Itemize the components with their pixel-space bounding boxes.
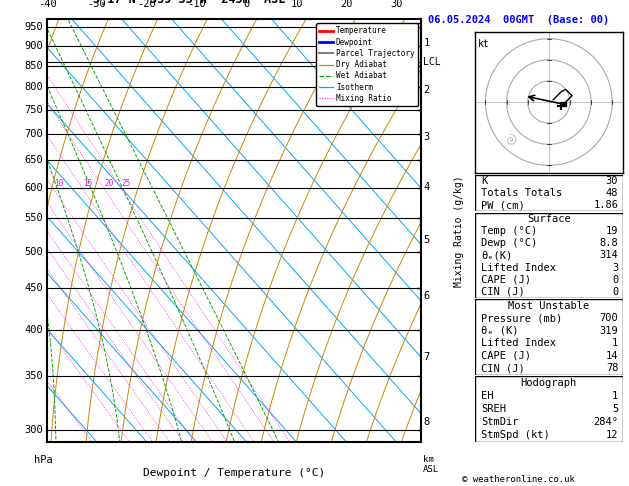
Text: 0: 0 xyxy=(612,287,618,297)
Text: 950: 950 xyxy=(25,22,43,32)
Text: StmSpd (kt): StmSpd (kt) xyxy=(481,430,550,440)
Text: PW (cm): PW (cm) xyxy=(481,200,525,210)
Legend: Temperature, Dewpoint, Parcel Trajectory, Dry Adiabat, Wet Adiabat, Isotherm, Mi: Temperature, Dewpoint, Parcel Trajectory… xyxy=(316,23,418,106)
Text: CIN (J): CIN (J) xyxy=(481,364,525,373)
Text: θₑ(K): θₑ(K) xyxy=(481,250,512,260)
Text: 7: 7 xyxy=(423,352,430,362)
Text: 450: 450 xyxy=(25,283,43,294)
Text: 300: 300 xyxy=(25,425,43,435)
Text: 20: 20 xyxy=(340,0,353,9)
Text: 30: 30 xyxy=(606,176,618,186)
Text: 06.05.2024  00GMT  (Base: 00): 06.05.2024 00GMT (Base: 00) xyxy=(428,15,610,25)
Text: 8: 8 xyxy=(423,417,430,427)
Text: 0: 0 xyxy=(612,275,618,285)
Text: 48: 48 xyxy=(606,188,618,198)
Text: 284°: 284° xyxy=(593,417,618,427)
Text: 5: 5 xyxy=(612,404,618,414)
Text: 1: 1 xyxy=(423,38,430,48)
Text: 2: 2 xyxy=(423,85,430,95)
Text: 20: 20 xyxy=(104,179,114,188)
Text: 600: 600 xyxy=(25,183,43,192)
Text: Surface: Surface xyxy=(527,214,571,224)
Text: © weatheronline.co.uk: © weatheronline.co.uk xyxy=(462,474,576,484)
Text: kt: kt xyxy=(478,39,489,49)
Text: 10: 10 xyxy=(291,0,303,9)
Text: 1.86: 1.86 xyxy=(593,200,618,210)
Text: SREH: SREH xyxy=(481,404,506,414)
Text: K: K xyxy=(481,176,487,186)
Text: LCL: LCL xyxy=(423,56,441,67)
Text: Pressure (mb): Pressure (mb) xyxy=(481,313,562,323)
Text: Mixing Ratio (g/kg): Mixing Ratio (g/kg) xyxy=(454,175,464,287)
Text: 3: 3 xyxy=(423,132,430,142)
Text: 30: 30 xyxy=(390,0,403,9)
Text: 3¸17’N  359°33’W  245m  ASL: 3¸17’N 359°33’W 245m ASL xyxy=(93,0,286,5)
Text: 25: 25 xyxy=(122,179,131,188)
Text: -20: -20 xyxy=(138,0,157,9)
Text: 15: 15 xyxy=(83,179,92,188)
Text: Lifted Index: Lifted Index xyxy=(481,262,556,273)
Text: 700: 700 xyxy=(25,129,43,139)
Text: 4: 4 xyxy=(423,182,430,192)
Text: 550: 550 xyxy=(25,213,43,223)
Text: 400: 400 xyxy=(25,325,43,335)
Text: Lifted Index: Lifted Index xyxy=(481,338,556,348)
Text: 14: 14 xyxy=(606,351,618,361)
Text: 1: 1 xyxy=(612,338,618,348)
Text: 650: 650 xyxy=(25,155,43,165)
Text: 900: 900 xyxy=(25,41,43,51)
Text: 10: 10 xyxy=(54,179,63,188)
Text: Dewp (°C): Dewp (°C) xyxy=(481,238,537,248)
Text: CIN (J): CIN (J) xyxy=(481,287,525,297)
Text: 500: 500 xyxy=(25,246,43,257)
Text: 319: 319 xyxy=(599,326,618,336)
Text: hPa: hPa xyxy=(34,455,53,465)
Text: 700: 700 xyxy=(599,313,618,323)
Text: CAPE (J): CAPE (J) xyxy=(481,275,531,285)
Text: -10: -10 xyxy=(187,0,206,9)
Text: 5: 5 xyxy=(423,235,430,245)
Text: 800: 800 xyxy=(25,82,43,92)
Text: 850: 850 xyxy=(25,61,43,70)
Text: 750: 750 xyxy=(25,104,43,115)
Text: 0: 0 xyxy=(243,0,250,9)
Text: Totals Totals: Totals Totals xyxy=(481,188,562,198)
Text: -40: -40 xyxy=(38,0,57,9)
Text: -30: -30 xyxy=(87,0,106,9)
Text: Most Unstable: Most Unstable xyxy=(508,301,589,311)
Text: 19: 19 xyxy=(606,226,618,236)
Text: EH: EH xyxy=(481,391,493,401)
Text: 3: 3 xyxy=(612,262,618,273)
Text: StmDir: StmDir xyxy=(481,417,518,427)
Text: CAPE (J): CAPE (J) xyxy=(481,351,531,361)
Text: 8.8: 8.8 xyxy=(599,238,618,248)
Text: 12: 12 xyxy=(606,430,618,440)
Text: Dewpoint / Temperature (°C): Dewpoint / Temperature (°C) xyxy=(143,468,325,478)
Text: 6: 6 xyxy=(423,291,430,301)
Text: km
ASL: km ASL xyxy=(423,455,440,474)
Text: Hodograph: Hodograph xyxy=(521,378,577,388)
Text: 314: 314 xyxy=(599,250,618,260)
Text: 350: 350 xyxy=(25,371,43,382)
Text: Temp (°C): Temp (°C) xyxy=(481,226,537,236)
Text: 78: 78 xyxy=(606,364,618,373)
Text: θₑ (K): θₑ (K) xyxy=(481,326,518,336)
Text: 1: 1 xyxy=(612,391,618,401)
